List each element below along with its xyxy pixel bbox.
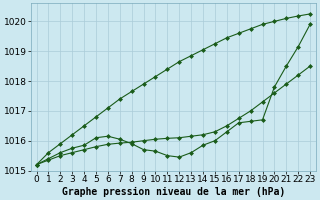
X-axis label: Graphe pression niveau de la mer (hPa): Graphe pression niveau de la mer (hPa) xyxy=(62,186,285,197)
